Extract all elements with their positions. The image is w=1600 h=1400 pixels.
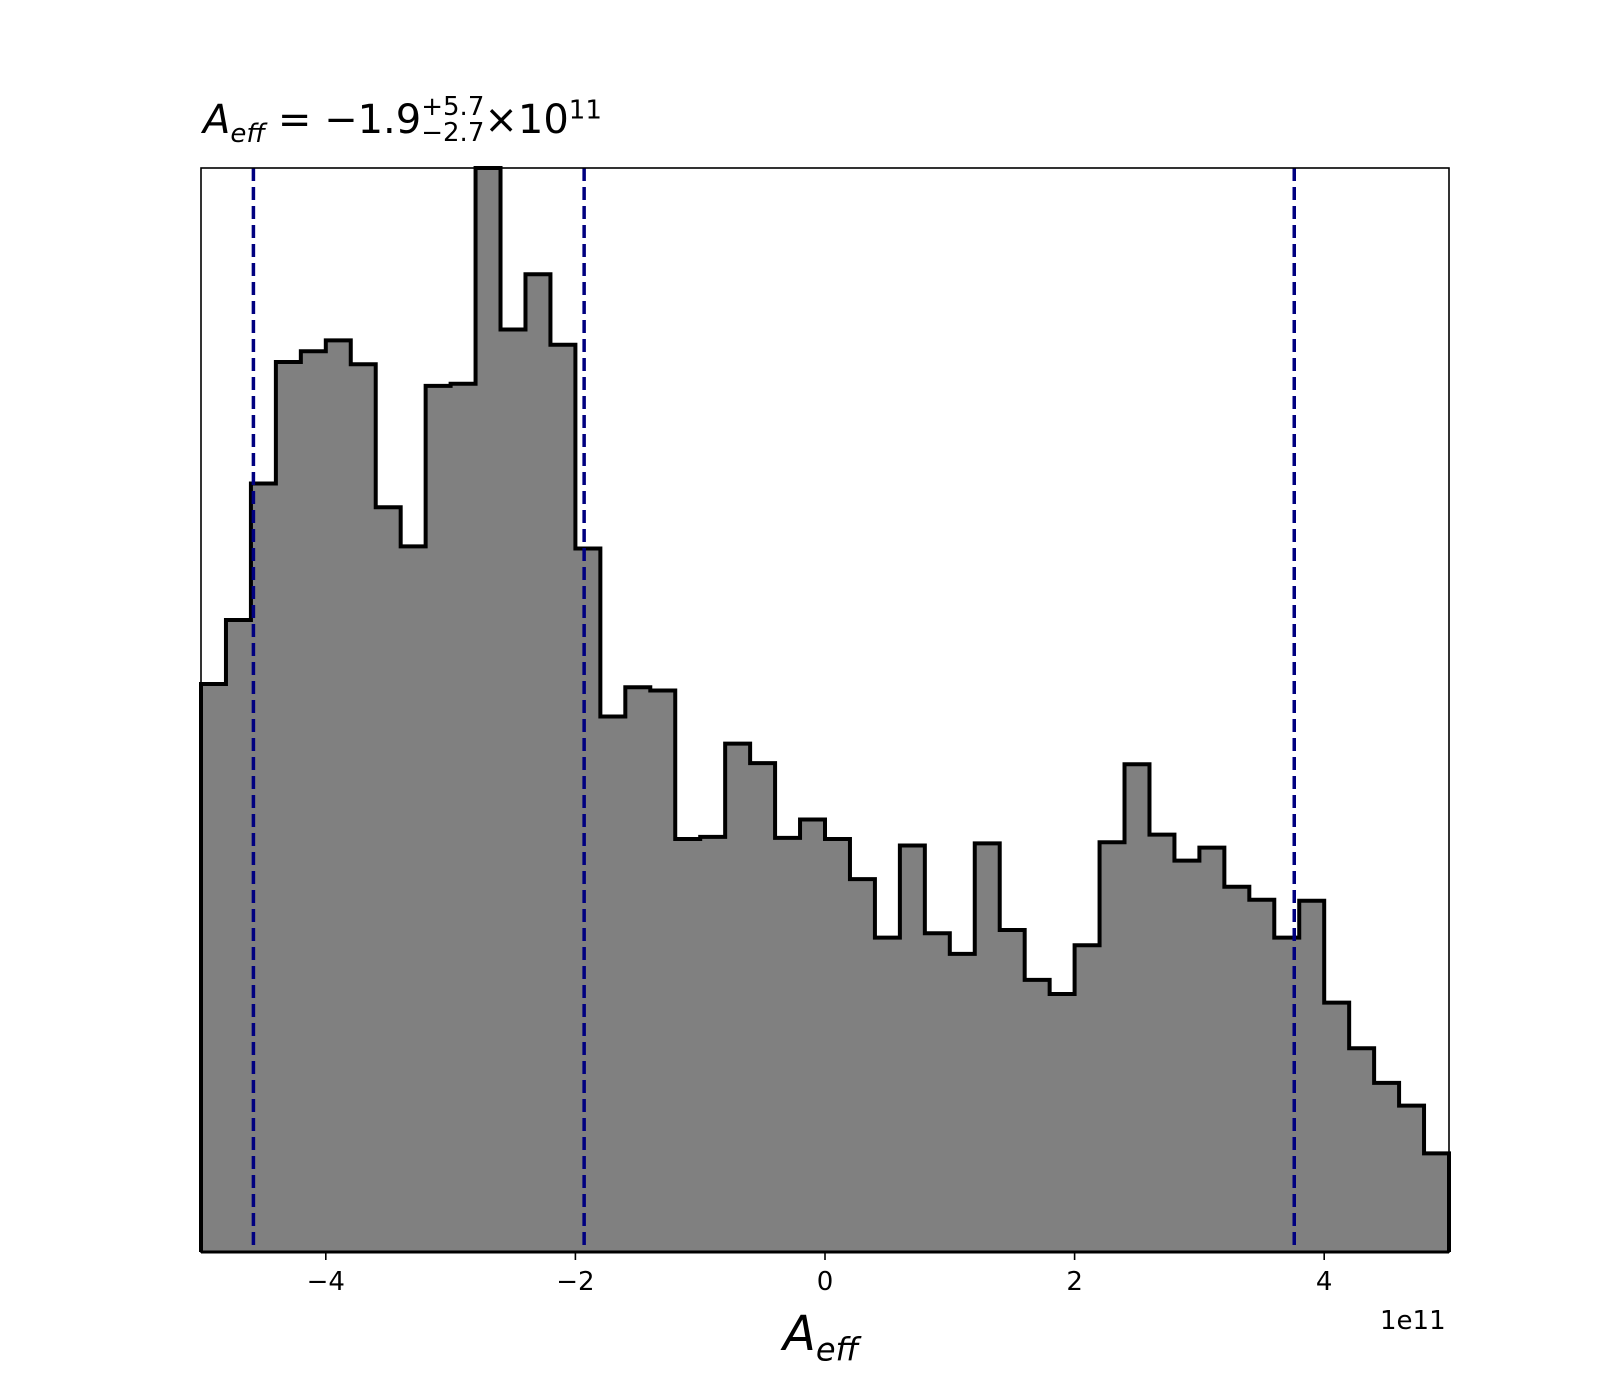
title-symbol: A (203, 97, 231, 143)
histogram-bar (1099, 842, 1126, 1252)
histogram-bar (1224, 886, 1250, 1252)
title-symbol-sub: eff (230, 119, 266, 149)
histogram-bar (949, 953, 976, 1252)
title-errors: +5.7 −2.7 (421, 94, 484, 146)
x-tick-label: 0 (817, 1267, 834, 1297)
histogram-bar (1399, 1105, 1425, 1252)
histogram-bars (201, 168, 1450, 1253)
histogram-bar (1349, 1048, 1375, 1252)
histogram-step-outline (199, 166, 1451, 1252)
histogram-bar (425, 385, 452, 1252)
histogram-bar (675, 838, 701, 1252)
histogram-bar (600, 716, 626, 1252)
histogram-bar (1149, 834, 1175, 1252)
title-value: −1.9 (324, 97, 422, 143)
x-tick-label: −2 (556, 1267, 594, 1297)
chart-title: Aeff = −1.9 +5.7 −2.7 ×1011 (203, 94, 602, 149)
histogram-bar (874, 937, 901, 1252)
histogram-bar (1299, 900, 1325, 1252)
x-tick-label: 2 (1066, 1267, 1083, 1297)
histogram-bar (475, 168, 502, 1252)
histogram-bar (325, 340, 352, 1253)
histogram-bar (825, 838, 851, 1252)
histogram-bar (450, 383, 477, 1252)
histogram-bar (750, 763, 776, 1252)
histogram-bar (1324, 1002, 1350, 1252)
histogram-bar (1374, 1082, 1400, 1252)
histogram-bar (550, 344, 576, 1252)
histogram-bar (201, 683, 227, 1252)
histogram-bar (999, 930, 1026, 1252)
x-axis-label-symbol: A (783, 1306, 816, 1362)
histogram-bar (800, 819, 826, 1252)
title-times: × (484, 97, 518, 143)
x-axis-label-sub: eff (815, 1330, 859, 1369)
histogram-bar (525, 274, 551, 1252)
title-power-exp: 11 (568, 95, 602, 126)
histogram-bar (1049, 994, 1076, 1252)
histogram-bar (375, 507, 402, 1252)
histogram-bar (899, 845, 926, 1252)
histogram-bar (1124, 764, 1150, 1252)
histogram-bar (275, 362, 302, 1252)
histogram-bar (575, 548, 601, 1252)
credible-interval-lines (251, 168, 1296, 1252)
histogram-bar (350, 364, 377, 1253)
x-axis-offset-text: 1e11 (1380, 1306, 1446, 1336)
histogram-bar (400, 546, 427, 1252)
histogram-bar (700, 836, 726, 1252)
histogram-bar (775, 837, 801, 1252)
histogram-bar (300, 351, 327, 1252)
histogram-bar (1074, 945, 1101, 1252)
x-axis-ticks: −4 −2 0 2 4 (307, 1252, 1333, 1297)
histogram-bar (849, 879, 876, 1252)
histogram-bar (1024, 979, 1051, 1252)
histogram-bar (974, 843, 1001, 1252)
histogram-bar (500, 329, 526, 1252)
histogram-bar (625, 687, 651, 1252)
x-tick-label: −4 (307, 1267, 345, 1297)
x-tick-label: 4 (1316, 1267, 1333, 1297)
title-minus-error: −2.7 (421, 118, 485, 148)
histogram-bar (924, 933, 951, 1252)
title-power-base: 10 (517, 97, 569, 143)
histogram-bar (1424, 1153, 1450, 1252)
x-axis-label: Aeff (783, 1306, 859, 1369)
histogram-bar (1249, 899, 1275, 1252)
histogram-bar (1199, 847, 1225, 1252)
histogram-bar (1174, 860, 1200, 1252)
histogram-bar (650, 690, 676, 1252)
title-plus-error: +5.7 (421, 92, 485, 122)
histogram-bar (225, 620, 252, 1252)
title-equals: = (265, 97, 325, 143)
histogram-bar (725, 743, 751, 1252)
